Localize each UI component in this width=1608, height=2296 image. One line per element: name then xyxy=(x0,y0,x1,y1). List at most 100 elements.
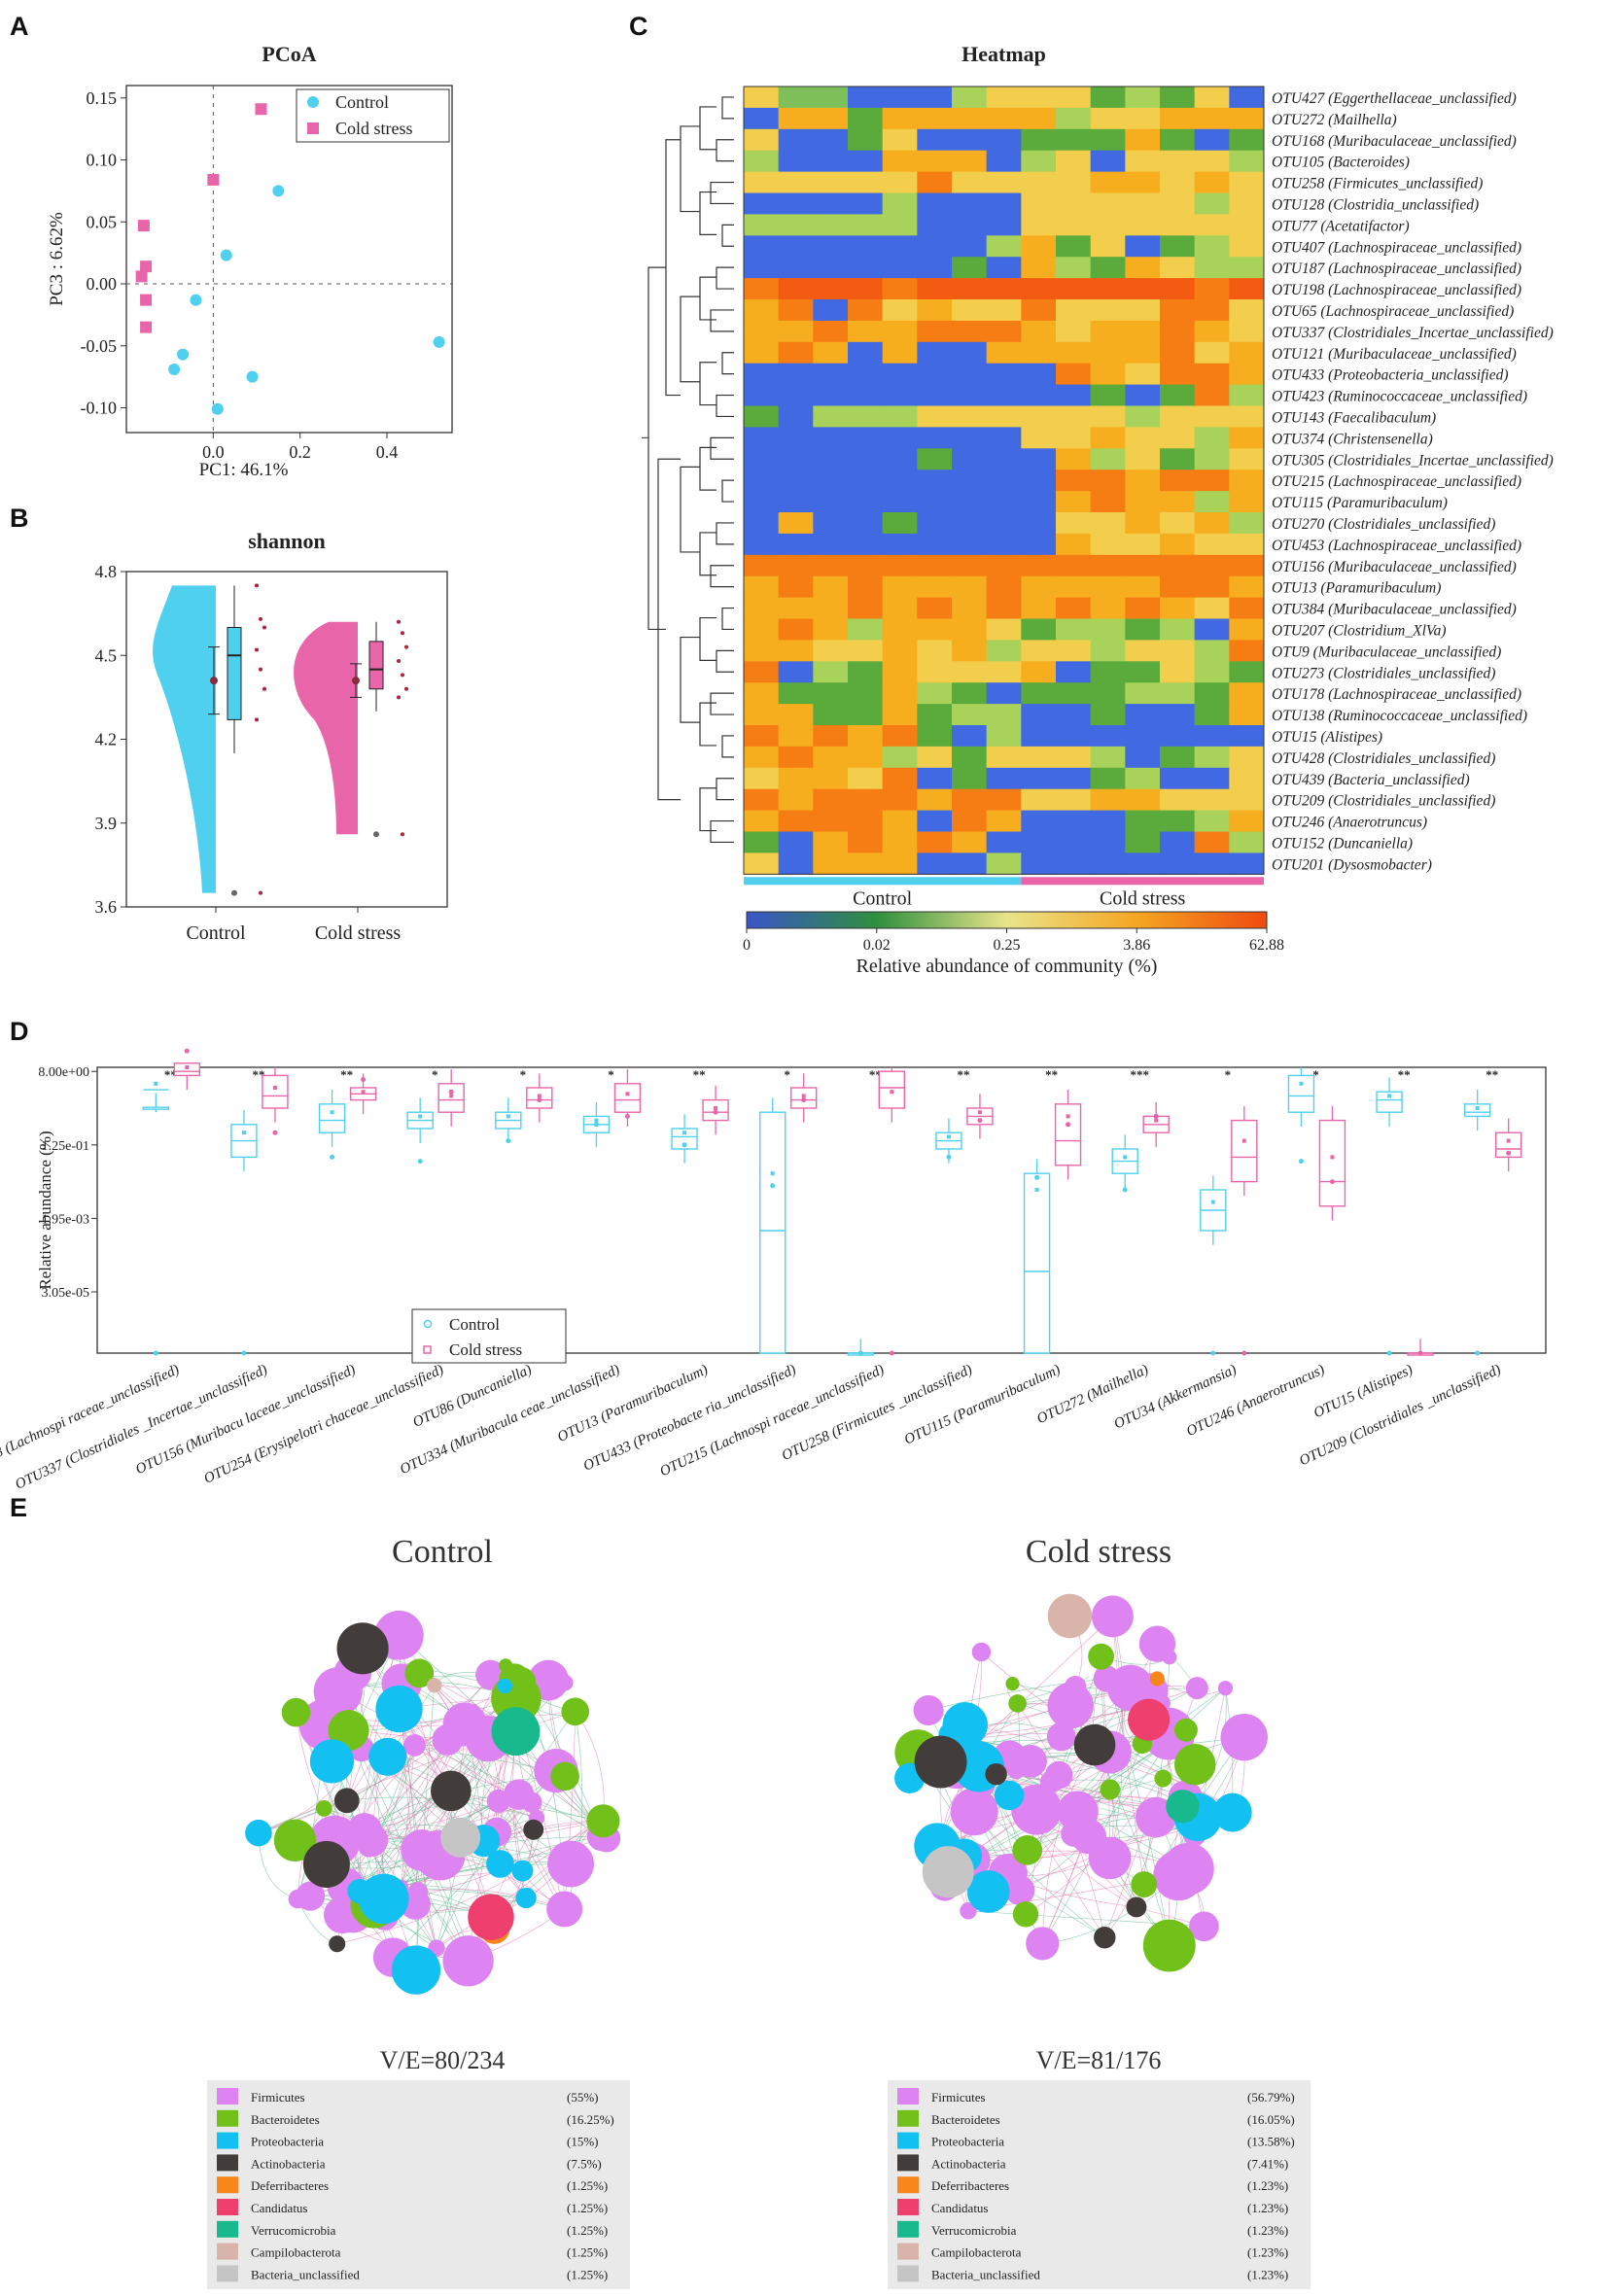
heatmap-cell xyxy=(778,278,814,300)
box-ylabel: Relative abundance (%) xyxy=(36,1131,54,1289)
heatmap-cell xyxy=(1160,491,1196,513)
network-node xyxy=(1142,1919,1196,1972)
heatmap-cell xyxy=(1160,192,1196,215)
heatmap-group-bar xyxy=(1021,877,1264,886)
heatmap-cell xyxy=(1021,427,1057,449)
network-node xyxy=(432,1724,464,1756)
network-edge xyxy=(436,1711,576,1949)
heatmap-cell xyxy=(1056,640,1092,662)
heatmap-cell xyxy=(778,128,814,152)
network-node xyxy=(511,1860,534,1882)
box-legend-cold: Cold stress xyxy=(449,1340,522,1359)
heatmap-row-label: OTU433 (Proteobacteria_unclassified) xyxy=(1272,367,1509,384)
heatmap-cell xyxy=(813,746,849,769)
heatmap-cell xyxy=(744,320,780,343)
heatmap-cell xyxy=(1125,704,1161,726)
heatmap-cell xyxy=(882,512,918,535)
heatmap-cell xyxy=(1125,299,1161,322)
heatmap-cell xyxy=(744,128,780,152)
heatmap-cell xyxy=(813,597,849,619)
heatmap-cell xyxy=(882,810,918,832)
heatmap-cell xyxy=(1194,384,1230,406)
legend-swatch-control xyxy=(217,2109,238,2127)
box-outlier xyxy=(1122,1187,1128,1193)
heatmap-cell xyxy=(1090,682,1126,705)
colorbar-tick-label: 0 xyxy=(743,937,751,954)
heatmap-dendrogram-branch xyxy=(710,565,734,588)
heatmap-cell xyxy=(778,470,814,492)
heatmap-cell xyxy=(1056,575,1092,599)
legend-percent-cold: (1.23%) xyxy=(1247,2178,1288,2193)
heatmap-cell xyxy=(813,470,849,492)
box-significance: * xyxy=(1225,1067,1232,1082)
heatmap-cell xyxy=(813,278,849,300)
heatmap-cell xyxy=(917,831,953,853)
network-node xyxy=(309,1739,355,1784)
network-node xyxy=(336,1622,389,1675)
heatmap-cell xyxy=(1056,214,1092,236)
heatmap-cell xyxy=(1056,852,1092,875)
box-control xyxy=(318,1103,346,1133)
heatmap-cell xyxy=(1160,470,1196,492)
heatmap-cell xyxy=(1056,363,1092,386)
heatmap-cell xyxy=(952,661,988,683)
box-outlier xyxy=(1066,1122,1071,1128)
heatmap-cell xyxy=(952,491,988,513)
heatmap-cell xyxy=(917,87,953,109)
heatmap-row-label: OTU428 (Clostridiales_unclassified) xyxy=(1272,750,1495,767)
heatmap-row-label: OTU105 (Bacteroides) xyxy=(1272,155,1410,171)
box-outlier xyxy=(361,1077,367,1083)
network-node xyxy=(1135,1796,1176,1838)
heatmap-cell xyxy=(882,533,918,556)
network-node xyxy=(1020,1801,1038,1820)
heatmap-cell xyxy=(1090,597,1126,619)
heatmap-cell xyxy=(882,363,918,386)
heatmap-cell xyxy=(1160,257,1196,279)
legend-swatch-cold xyxy=(897,2220,919,2238)
heatmap-cell xyxy=(744,852,780,875)
heatmap-cell xyxy=(952,427,988,449)
colorbar xyxy=(746,911,1268,929)
heatmap-cell xyxy=(744,235,780,258)
heatmap-cell xyxy=(744,704,780,726)
heatmap-cell xyxy=(1056,788,1092,812)
heatmap-cell xyxy=(1056,810,1092,832)
heatmap-row-label: OTU270 (Clostridiales_unclassified) xyxy=(1272,516,1495,533)
heatmap-row-label: OTU152 (Duncaniella) xyxy=(1272,835,1413,852)
heatmap-cell xyxy=(1229,235,1265,258)
heatmap-cell xyxy=(813,107,849,130)
heatmap-cell xyxy=(1090,214,1126,236)
heatmap-cell xyxy=(986,171,1022,193)
heatmap-cell xyxy=(744,448,780,470)
network-edge xyxy=(434,1685,595,1822)
network-node xyxy=(273,1819,317,1862)
legend-phylum-control: Verrucomicrobia xyxy=(251,2223,336,2238)
heatmap-dendrogram-branch xyxy=(710,819,734,844)
heatmap-cell xyxy=(952,512,988,535)
heatmap-cell xyxy=(882,107,918,130)
box-significance: ** xyxy=(340,1067,353,1082)
heatmap-cell xyxy=(848,363,884,386)
pcoa-ytick-label: -0.10 xyxy=(81,399,118,418)
heatmap-cell xyxy=(813,448,849,470)
heatmap-cell xyxy=(1160,107,1196,130)
heatmap-cell xyxy=(1056,87,1092,109)
network-node xyxy=(463,1957,481,1976)
heatmap-cell xyxy=(1021,235,1057,258)
legend-percent-cold: (16.05%) xyxy=(1247,2112,1295,2127)
pcoa-ytick-label: 0.05 xyxy=(87,212,118,231)
heatmap-cell xyxy=(882,661,918,683)
shannon-ytick-label: 4.8 xyxy=(95,562,118,581)
heatmap-cell xyxy=(848,235,884,258)
heatmap-cell xyxy=(1194,363,1230,386)
heatmap-cell xyxy=(1125,491,1161,513)
panel-label-d: D xyxy=(10,1017,29,1046)
heatmap-cell xyxy=(778,491,814,513)
heatmap-cell xyxy=(1160,448,1196,470)
heatmap-cell xyxy=(1160,661,1196,683)
heatmap-dendrogram-branch xyxy=(710,309,734,332)
pcoa-point-control xyxy=(433,335,445,348)
heatmap-cell xyxy=(1194,235,1230,258)
heatmap-cell xyxy=(1056,405,1092,428)
box-outlier xyxy=(977,1118,983,1124)
